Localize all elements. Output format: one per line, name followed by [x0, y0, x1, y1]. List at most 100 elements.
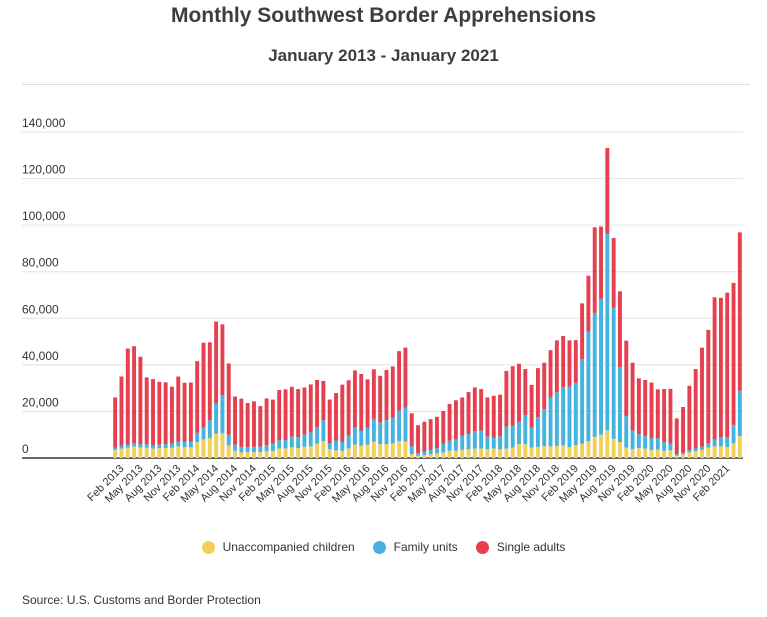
bar-segment-unaccompanied-children[interactable] — [125, 447, 130, 458]
bar-segment-single-adults[interactable] — [592, 227, 597, 313]
bar-segment-family-units[interactable] — [510, 425, 515, 448]
bar-segment-family-units[interactable] — [226, 434, 231, 446]
bar-segment-family-units[interactable] — [403, 407, 408, 442]
bar-segment-family-units[interactable] — [636, 434, 641, 448]
bar-segment-unaccompanied-children[interactable] — [529, 447, 534, 458]
bar-segment-single-adults[interactable] — [611, 237, 616, 308]
bar-segment-single-adults[interactable] — [655, 389, 660, 439]
bar-segment-family-units[interactable] — [567, 386, 572, 448]
bar-segment-unaccompanied-children[interactable] — [144, 447, 149, 458]
bar-segment-family-units[interactable] — [630, 430, 635, 449]
bar-segment-unaccompanied-children[interactable] — [283, 448, 288, 458]
bar-segment-family-units[interactable] — [264, 445, 269, 452]
bar-segment-unaccompanied-children[interactable] — [233, 450, 238, 458]
bar-segment-unaccompanied-children[interactable] — [466, 449, 471, 458]
bar-segment-family-units[interactable] — [573, 382, 578, 446]
bar-segment-single-adults[interactable] — [163, 382, 168, 445]
bar-segment-single-adults[interactable] — [636, 378, 641, 435]
bar-segment-single-adults[interactable] — [233, 396, 238, 445]
bar-segment-single-adults[interactable] — [277, 390, 282, 441]
bar-segment-family-units[interactable] — [245, 447, 250, 453]
bar-segment-family-units[interactable] — [138, 444, 143, 448]
bar-segment-unaccompanied-children[interactable] — [592, 436, 597, 458]
bar-segment-family-units[interactable] — [176, 441, 181, 447]
bar-segment-unaccompanied-children[interactable] — [504, 448, 509, 458]
bar-segment-unaccompanied-children[interactable] — [384, 444, 389, 458]
bar-segment-family-units[interactable] — [472, 431, 477, 449]
bar-segment-unaccompanied-children[interactable] — [302, 446, 307, 458]
bar-segment-family-units[interactable] — [321, 420, 326, 442]
bar-segment-unaccompanied-children[interactable] — [706, 447, 711, 458]
bar-segment-single-adults[interactable] — [599, 226, 603, 299]
bar-segment-unaccompanied-children[interactable] — [517, 444, 521, 458]
bar-segment-family-units[interactable] — [681, 452, 686, 455]
bar-segment-unaccompanied-children[interactable] — [586, 441, 591, 458]
bar-segment-unaccompanied-children[interactable] — [397, 441, 402, 458]
bar-segment-single-adults[interactable] — [195, 361, 200, 433]
bar-segment-single-adults[interactable] — [712, 297, 717, 440]
bar-segment-single-adults[interactable] — [119, 376, 124, 446]
bar-segment-unaccompanied-children[interactable] — [460, 449, 465, 458]
bar-segment-single-adults[interactable] — [460, 397, 465, 436]
bar-segment-single-adults[interactable] — [220, 324, 225, 396]
bar-segment-single-adults[interactable] — [289, 386, 294, 437]
bar-segment-family-units[interactable] — [712, 439, 717, 447]
bar-segment-single-adults[interactable] — [176, 376, 181, 442]
bar-segment-single-adults[interactable] — [245, 403, 250, 448]
bar-segment-family-units[interactable] — [586, 331, 591, 442]
bar-segment-single-adults[interactable] — [207, 342, 212, 421]
bar-segment-family-units[interactable] — [397, 410, 402, 442]
bar-segment-unaccompanied-children[interactable] — [643, 448, 648, 458]
bar-segment-unaccompanied-children[interactable] — [535, 446, 540, 458]
bar-segment-family-units[interactable] — [435, 448, 439, 454]
bar-segment-family-units[interactable] — [201, 427, 206, 440]
bar-segment-unaccompanied-children[interactable] — [220, 433, 225, 458]
bar-segment-family-units[interactable] — [725, 437, 730, 448]
bar-segment-family-units[interactable] — [592, 312, 597, 437]
bar-segment-family-units[interactable] — [485, 436, 490, 450]
bar-segment-single-adults[interactable] — [725, 292, 730, 438]
bar-segment-unaccompanied-children[interactable] — [491, 448, 496, 458]
bar-segment-unaccompanied-children[interactable] — [731, 443, 736, 458]
bar-segment-unaccompanied-children[interactable] — [617, 442, 622, 458]
bar-segment-unaccompanied-children[interactable] — [308, 446, 313, 458]
bar-segment-single-adults[interactable] — [157, 381, 162, 445]
bar-segment-unaccompanied-children[interactable] — [580, 443, 585, 458]
bar-segment-family-units[interactable] — [466, 434, 471, 450]
bar-segment-unaccompanied-children[interactable] — [472, 448, 477, 458]
bar-segment-single-adults[interactable] — [687, 385, 692, 451]
bar-segment-family-units[interactable] — [447, 440, 452, 451]
bar-segment-family-units[interactable] — [561, 387, 566, 446]
bar-segment-unaccompanied-children[interactable] — [346, 448, 351, 458]
bar-segment-family-units[interactable] — [163, 444, 168, 448]
bar-segment-unaccompanied-children[interactable] — [674, 455, 679, 458]
bar-segment-family-units[interactable] — [169, 443, 174, 448]
bar-segment-unaccompanied-children[interactable] — [624, 447, 629, 458]
bar-segment-family-units[interactable] — [157, 444, 162, 449]
bar-segment-unaccompanied-children[interactable] — [485, 449, 490, 458]
bar-segment-family-units[interactable] — [334, 440, 338, 451]
bar-segment-family-units[interactable] — [624, 416, 629, 448]
bar-segment-single-adults[interactable] — [390, 366, 395, 418]
bar-segment-single-adults[interactable] — [315, 379, 320, 428]
bar-segment-single-adults[interactable] — [352, 370, 357, 428]
bar-segment-single-adults[interactable] — [504, 370, 509, 427]
bar-segment-family-units[interactable] — [649, 438, 654, 450]
bar-segment-single-adults[interactable] — [201, 342, 206, 428]
bar-segment-single-adults[interactable] — [441, 410, 446, 444]
bar-segment-unaccompanied-children[interactable] — [718, 446, 723, 458]
bar-segment-single-adults[interactable] — [125, 348, 130, 445]
bar-segment-family-units[interactable] — [195, 432, 200, 443]
bar-segment-family-units[interactable] — [409, 446, 414, 455]
bar-segment-unaccompanied-children[interactable] — [668, 450, 673, 458]
bar-segment-family-units[interactable] — [390, 417, 395, 444]
bar-segment-unaccompanied-children[interactable] — [599, 434, 603, 458]
bar-segment-unaccompanied-children[interactable] — [157, 448, 162, 458]
bar-segment-unaccompanied-children[interactable] — [321, 441, 326, 458]
bar-segment-single-adults[interactable] — [340, 384, 345, 442]
bar-segment-family-units[interactable] — [611, 307, 616, 439]
bar-segment-family-units[interactable] — [655, 438, 660, 450]
bar-segment-family-units[interactable] — [416, 453, 420, 456]
bar-segment-family-units[interactable] — [529, 427, 534, 448]
bar-segment-single-adults[interactable] — [359, 373, 364, 431]
